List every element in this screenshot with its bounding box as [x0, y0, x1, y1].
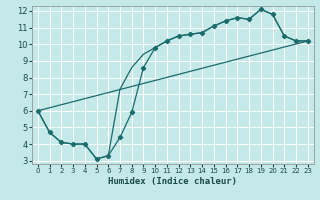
X-axis label: Humidex (Indice chaleur): Humidex (Indice chaleur): [108, 177, 237, 186]
